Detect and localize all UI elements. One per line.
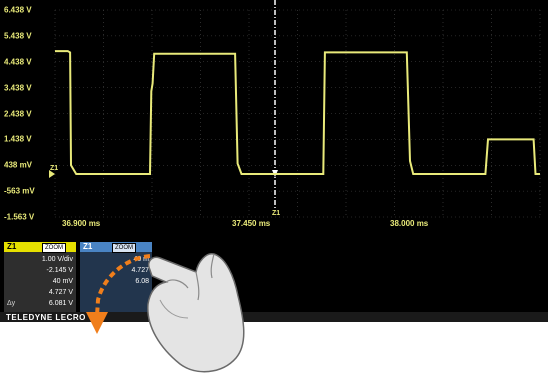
x-tick-label: 38.000 ms — [390, 219, 429, 228]
ground-marker-arrow — [49, 169, 55, 178]
zoom-readout-row: 4.727 — [80, 265, 152, 276]
trace-ground-marker — [49, 169, 55, 178]
y-tick-label: 3.438 V — [4, 83, 32, 93]
y-tick-label: -563 mV — [4, 186, 35, 196]
channel-readout-row: 1.00 V/div — [4, 254, 76, 265]
oscilloscope-display[interactable]: 6.438 V 5.438 V 4.438 V 3.438 V 2.438 V 1.438… — [0, 0, 548, 322]
channel-tab[interactable]: Z1 — [4, 242, 76, 252]
cursor-marker-label: Z1 — [272, 210, 281, 217]
channel-readout-row: 4.727 V — [4, 287, 76, 298]
y-tick-label: 4.438 V — [4, 57, 32, 67]
hand-swipe-icon — [147, 253, 245, 373]
y-tick-label: 6.438 V — [4, 5, 32, 15]
waveform-trace — [55, 50, 540, 175]
zoom-readout-row: 40 m — [80, 254, 152, 265]
readout-value: 1.00 V/div — [41, 256, 73, 263]
channel-descriptor[interactable]: Z1 ZOOM 1.00 V/div -2.145 V 40 mV 4.727 V Δy… — [4, 242, 76, 312]
channel-readout-row: -2.145 V — [4, 265, 76, 276]
zoom-descriptor[interactable]: Z1 ZOOM 40 m 4.727 6.08 — [80, 242, 152, 312]
readout-label: Δy — [7, 300, 16, 307]
readout-value: 6.08 — [135, 278, 149, 285]
readout-value: 40 m — [133, 256, 149, 263]
readout-value: 40 mV — [52, 278, 73, 285]
trace-marker-label: Z1 — [50, 165, 59, 172]
channel-subtab[interactable]: ZOOM — [42, 243, 66, 253]
zoom-readouts: 40 m 4.727 6.08 — [80, 252, 152, 312]
zoom-tab-label: Z1 — [83, 242, 93, 251]
readout-value: 4.727 V — [48, 289, 73, 296]
zoom-subtab[interactable]: ZOOM — [112, 243, 136, 253]
x-tick-label: 36.900 ms — [62, 219, 101, 228]
y-tick-label: 438 mV — [4, 160, 33, 170]
status-bar — [0, 312, 548, 322]
grid-lines — [54, 9, 541, 218]
channel-readout-row: Δy 6.081 V — [4, 298, 76, 309]
waveform-grid[interactable] — [0, 0, 548, 322]
readout-value: 6.081 V — [48, 300, 73, 307]
channel-readout-row: 40 mV — [4, 276, 76, 287]
channel-readouts: 1.00 V/div -2.145 V 40 mV 4.727 V Δy 6.081 V — [4, 252, 76, 312]
readout-value: 4.727 — [131, 267, 149, 274]
y-tick-label: 1.438 V — [4, 134, 32, 144]
brand-logo: TELEDYNE LECRO — [6, 313, 86, 322]
y-tick-label: 5.438 V — [4, 31, 32, 41]
readout-value: -2.145 V — [46, 267, 73, 274]
arrow-down-icon — [86, 254, 151, 334]
y-tick-label: -1.563 V — [4, 212, 35, 222]
y-tick-label: 2.438 V — [4, 109, 32, 118]
zoom-readout-row: 6.08 — [80, 276, 152, 287]
channel-tab-label: Z1 — [7, 242, 17, 251]
channel-descriptor-panel[interactable]: Z1 ZOOM 1.00 V/div -2.145 V 40 mV 4.727 V Δy… — [4, 242, 152, 312]
x-tick-label: 37.450 ms — [232, 219, 271, 228]
